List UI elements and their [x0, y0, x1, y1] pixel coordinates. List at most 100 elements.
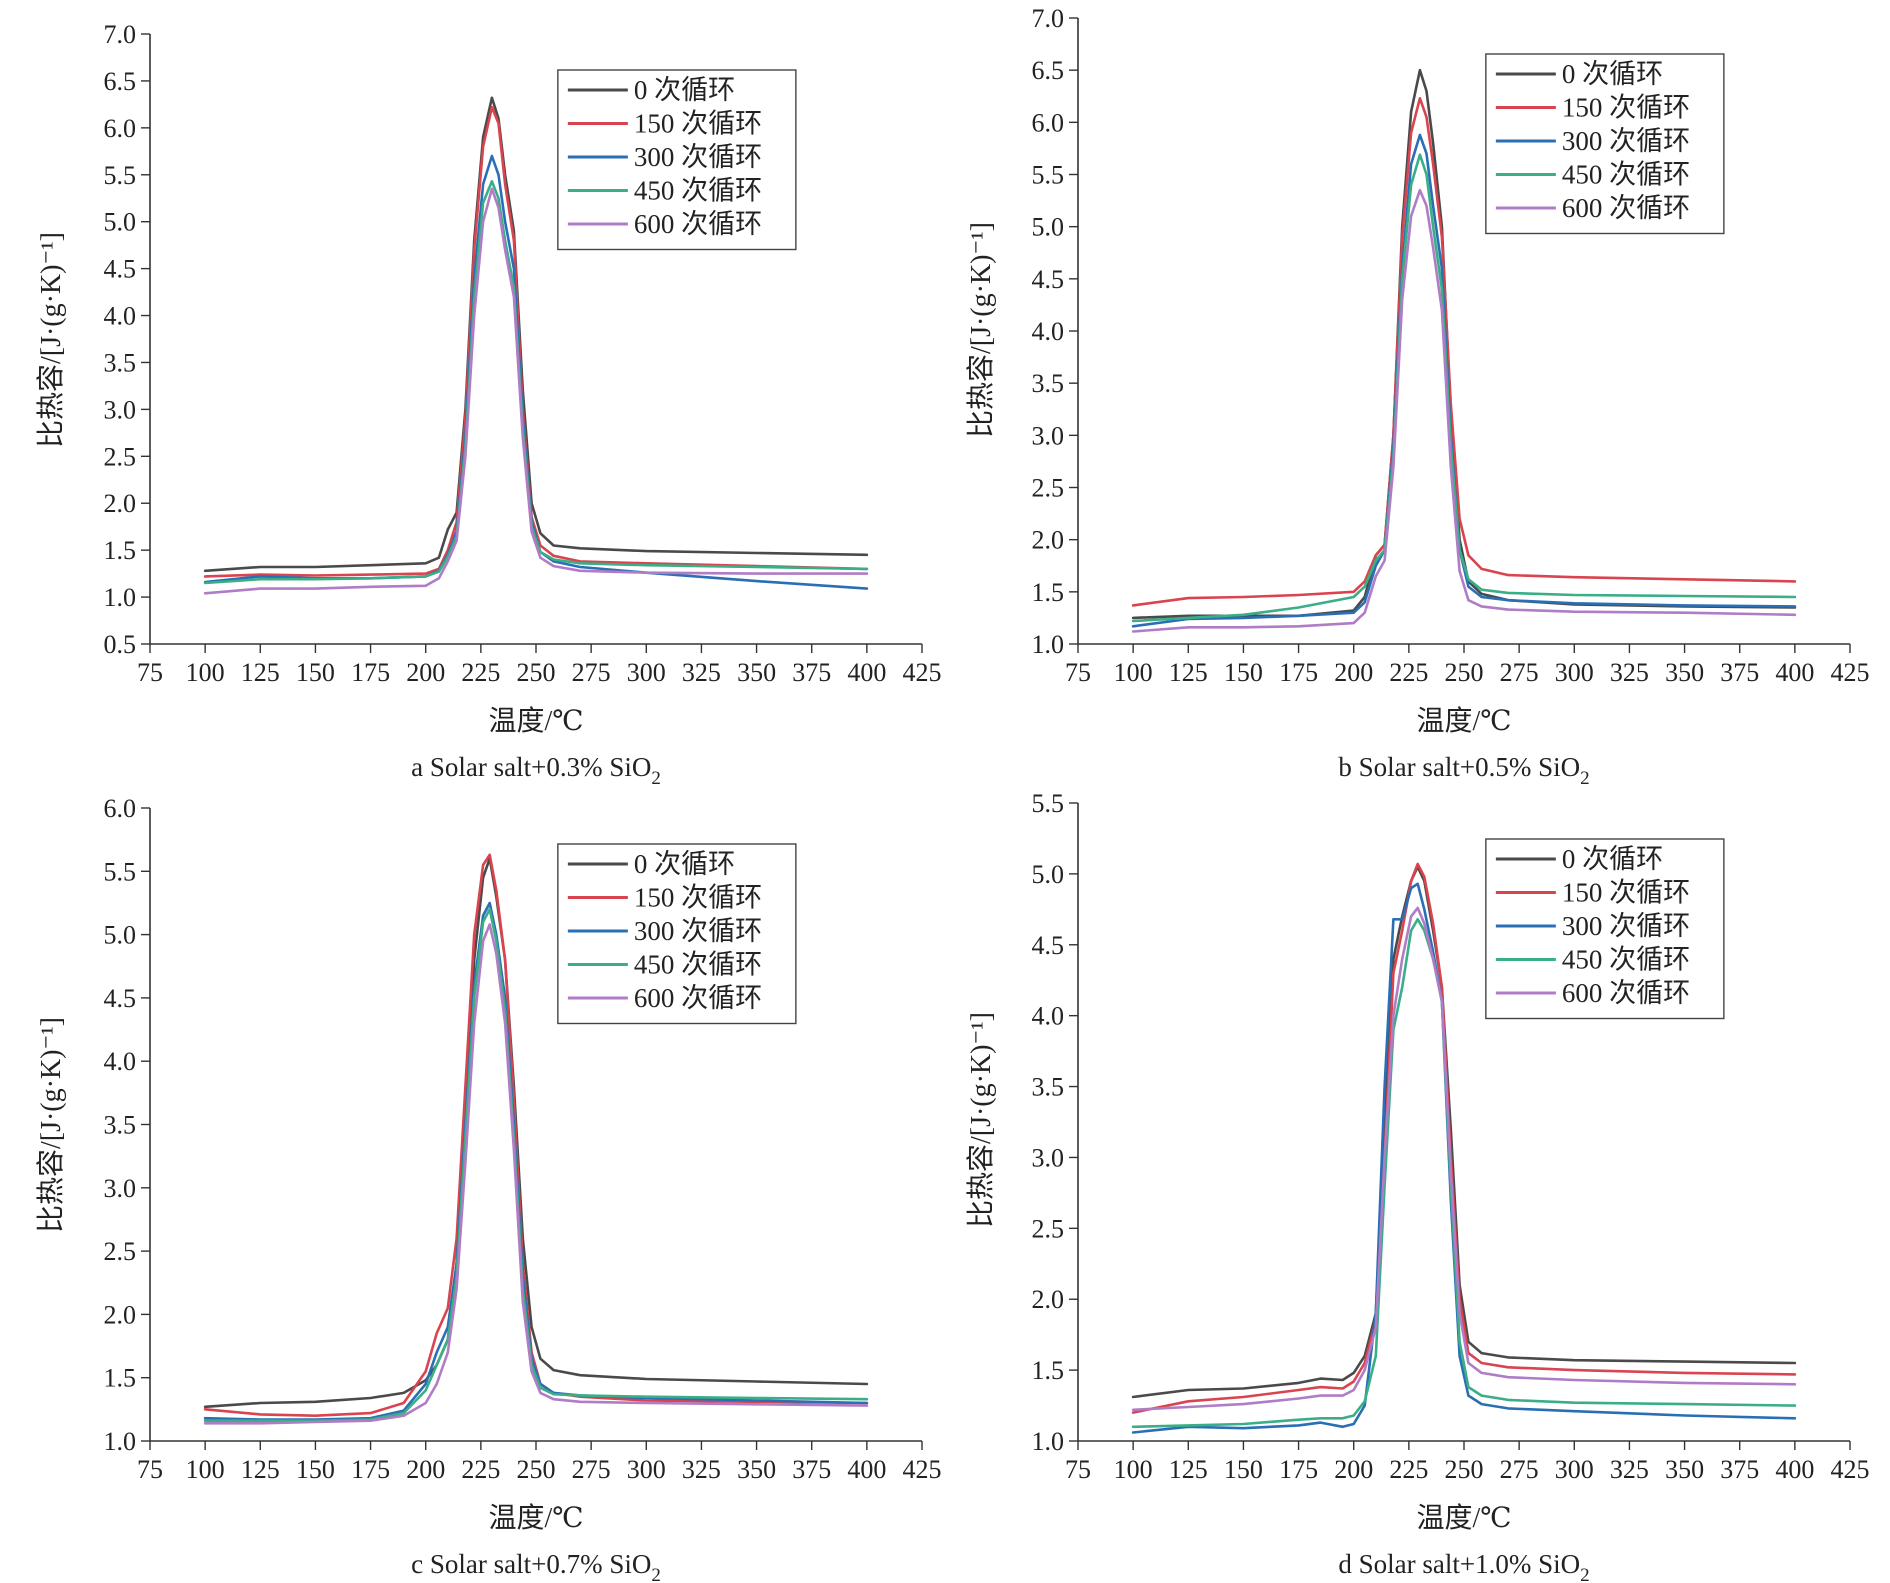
panel-a-series-0-line	[203, 96, 869, 573]
panel-d-x-tick-label: 275	[1500, 1455, 1539, 1484]
panel-a-y-tick-label: 3.5	[104, 348, 137, 377]
panel-b-x-tick-label: 325	[1610, 658, 1649, 687]
panel-d-series-1-line	[1131, 862, 1797, 1414]
panel-c-x-tick-label: 350	[737, 1455, 776, 1484]
panel-d-x-tick-label: 400	[1775, 1455, 1814, 1484]
panel-a-x-tick-label: 125	[241, 658, 280, 687]
panel-d-x-tick-label: 375	[1720, 1455, 1759, 1484]
panel-d-legend-box	[1485, 838, 1725, 1020]
panel-b-x-tick-label: 425	[1831, 658, 1870, 687]
panel-c-y-tick-label: 3.0	[104, 1174, 137, 1203]
panel-d-x-tick-label: 250	[1445, 1455, 1484, 1484]
panel-b-y-tick-label: 7.0	[1032, 4, 1065, 33]
panel-c-y-tick-label: 1.5	[104, 1364, 137, 1393]
panel-b-x-tick-label: 275	[1500, 658, 1539, 687]
panel-a-y-tick-label: 1.5	[104, 536, 137, 565]
panel-b-x-axis-title: 温度/℃	[1416, 705, 1511, 737]
panel-b-y-tick-label: 3.0	[1032, 421, 1065, 450]
panel-d-legend-label: 450 次循环	[1562, 945, 1690, 975]
panel-b-y-tick-label: 4.5	[1032, 265, 1065, 294]
panel-a-x-tick-label: 225	[461, 658, 500, 687]
panel-d-series-3-line	[1131, 918, 1797, 1429]
panel-d-y-tick-label: 5.5	[1032, 789, 1065, 818]
panel-b-x-tick-label: 150	[1224, 658, 1263, 687]
panel-d-y-tick-label: 1.5	[1032, 1356, 1065, 1385]
panel-b-legend-label: 300 次循环	[1562, 126, 1690, 156]
panel-a-x-tick-label: 375	[792, 658, 831, 687]
panel-c-y-tick-label: 1.0	[104, 1427, 137, 1456]
panel-b-x-tick-label: 375	[1720, 658, 1759, 687]
panel-c-series-3-line	[203, 908, 869, 1422]
panel-a-y-tick-label: 2.5	[104, 442, 137, 471]
panel-b-legend-label: 450 次循环	[1562, 160, 1690, 190]
panel-d-y-tick-label: 1.0	[1032, 1427, 1065, 1456]
panel-c-y-tick-label: 6.0	[104, 794, 137, 823]
panel-b-legend-label: 600 次循环	[1562, 193, 1690, 223]
panel-d-y-tick-label: 4.5	[1032, 931, 1065, 960]
panel-d-series-2-line	[1131, 882, 1797, 1434]
panel-b-x-tick-label: 300	[1555, 658, 1594, 687]
panel-d-caption: d Solar salt+1.0% SiO2	[1338, 1549, 1589, 1583]
panel-b-series-0-line	[1131, 68, 1797, 620]
panel-a-x-tick-label: 150	[296, 658, 335, 687]
panel-a-y-tick-label: 7.0	[104, 20, 137, 49]
panel-b-y-tick-label: 6.5	[1032, 56, 1065, 85]
panel-c-x-tick-label: 275	[572, 1455, 611, 1484]
panel-c-x-tick-label: 300	[627, 1455, 666, 1484]
panel-c-y-tick-label: 2.0	[104, 1300, 137, 1329]
panel-b-y-tick-label: 2.0	[1032, 526, 1065, 555]
panel-a-y-tick-label: 5.0	[104, 208, 137, 237]
panel-c-x-tick-label: 400	[847, 1455, 886, 1484]
panel-a-y-tick-label: 0.5	[104, 630, 137, 659]
panel-d-x-axis-title: 温度/℃	[1416, 1502, 1511, 1534]
panel-c-y-tick-label: 3.5	[104, 1111, 137, 1140]
panel-b-y-tick-label: 5.0	[1032, 213, 1065, 242]
panel-d-x-tick-label: 175	[1279, 1455, 1318, 1484]
panel-c-x-tick-label: 100	[186, 1455, 225, 1484]
panel-d-x-tick-label: 300	[1555, 1455, 1594, 1484]
panel-b-legend-label: 0 次循环	[1562, 59, 1663, 89]
panel-b-y-tick-label: 4.0	[1032, 317, 1065, 346]
panel-c-legend-label: 300 次循环	[634, 916, 762, 946]
panel-c-x-tick-label: 125	[241, 1455, 280, 1484]
panel-d-y-axis-title: 比热容/[J·(g·K)⁻¹]	[965, 1012, 997, 1228]
panel-a-x-axis-title: 温度/℃	[488, 705, 583, 737]
panel-b-x-tick-label: 225	[1389, 658, 1428, 687]
panel-a-x-tick-label: 350	[737, 658, 776, 687]
panel-d-legend-label: 600 次循环	[1562, 978, 1690, 1008]
panel-d-x-tick-label: 200	[1334, 1455, 1373, 1484]
panel-b-series-2-line	[1131, 133, 1797, 628]
panel-b-y-tick-label: 5.5	[1032, 161, 1065, 190]
panel-d-y-tick-label: 3.5	[1032, 1073, 1065, 1102]
panel-c-y-tick-label: 5.0	[104, 921, 137, 950]
panel-d-legend-label: 300 次循环	[1562, 911, 1690, 941]
panel-d-x-tick-label: 325	[1610, 1455, 1649, 1484]
panel-c-y-tick-label: 2.5	[104, 1237, 137, 1266]
panel-c-x-tick-label: 175	[351, 1455, 390, 1484]
panel-b-y-tick-label: 2.5	[1032, 474, 1065, 503]
panel-a-legend-label: 150 次循环	[634, 109, 762, 139]
panel-d-x-tick-label: 350	[1665, 1455, 1704, 1484]
panel-d-y-tick-label: 4.0	[1032, 1002, 1065, 1031]
panel-a-x-tick-label: 425	[903, 658, 942, 687]
panel-b-y-axis-title: 比热容/[J·(g·K)⁻¹]	[965, 222, 997, 438]
panel-d-x-tick-label: 100	[1114, 1455, 1153, 1484]
panel-c-y-axis-title: 比热容/[J·(g·K)⁻¹]	[35, 1017, 67, 1233]
panel-c-x-tick-label: 75	[137, 1455, 163, 1484]
panel-c-x-axis-title: 温度/℃	[488, 1502, 583, 1534]
panel-a-legend-box	[557, 69, 797, 251]
panel-d-x-tick-label: 425	[1831, 1455, 1870, 1484]
panel-a-series-1-line	[203, 105, 869, 578]
panel-d-x-tick-label: 75	[1065, 1455, 1091, 1484]
panel-a-series-3-line	[203, 180, 869, 585]
panel-b-y-tick-label: 3.5	[1032, 369, 1065, 398]
panel-a-y-tick-label: 4.5	[104, 255, 137, 284]
panel-b-series-1-line	[1131, 97, 1797, 607]
panel-a-y-axis-title: 比热容/[J·(g·K)⁻¹]	[35, 232, 67, 448]
panel-a-x-tick-label: 400	[847, 658, 886, 687]
panel-c-x-tick-label: 150	[296, 1455, 335, 1484]
panel-d-y-tick-label: 2.0	[1032, 1285, 1065, 1314]
panel-a-x-tick-label: 300	[627, 658, 666, 687]
panel-c-y-tick-label: 4.0	[104, 1047, 137, 1076]
panel-d-x-tick-label: 150	[1224, 1455, 1263, 1484]
